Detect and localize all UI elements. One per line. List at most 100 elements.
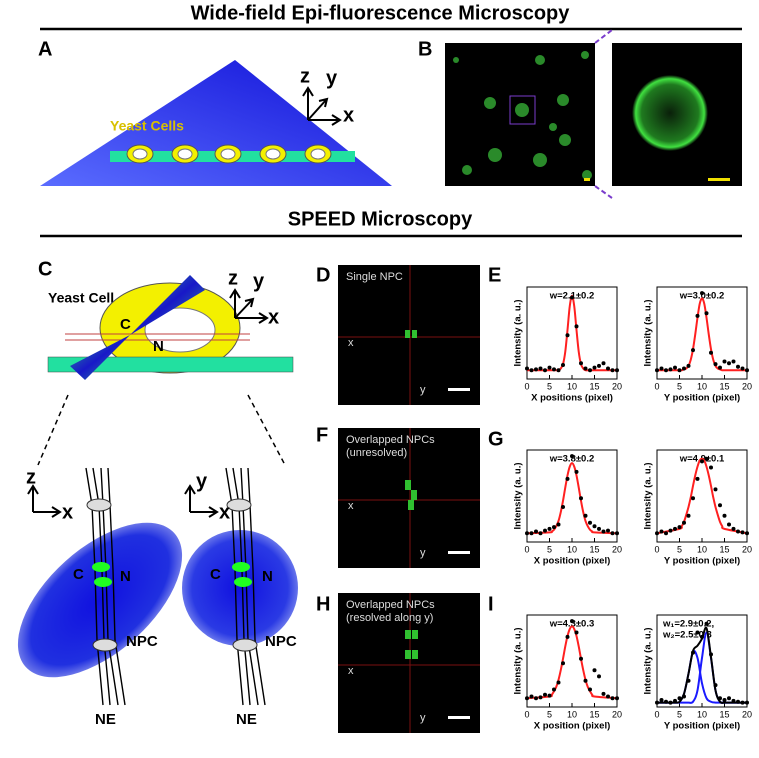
data-point bbox=[556, 522, 561, 527]
x-tick-label: 20 bbox=[612, 709, 622, 719]
x-axis-label: Y position (pixel) bbox=[664, 556, 740, 567]
data-point bbox=[588, 687, 592, 692]
data-point bbox=[709, 465, 713, 470]
x-tick-label: 10 bbox=[697, 709, 707, 719]
image-text: (unresolved) bbox=[346, 447, 407, 459]
x-tick-label: 0 bbox=[654, 381, 659, 391]
x-axis-label: X position (pixel) bbox=[534, 721, 611, 732]
data-point bbox=[552, 525, 556, 530]
x-tick-label: 15 bbox=[589, 381, 599, 391]
npc bbox=[92, 562, 110, 572]
image bbox=[338, 428, 480, 568]
panel-label: G bbox=[488, 428, 504, 450]
x-axis-label: Y position (pixel) bbox=[664, 721, 740, 732]
data-point bbox=[740, 700, 745, 705]
data-point bbox=[691, 650, 695, 655]
label: C bbox=[73, 566, 84, 583]
x-tick-label: 5 bbox=[547, 544, 552, 554]
panel-label: H bbox=[316, 593, 330, 615]
x-tick-label: 5 bbox=[547, 709, 552, 719]
axis-label: y bbox=[196, 470, 208, 492]
data-point bbox=[543, 692, 547, 697]
x-tick-label: 15 bbox=[719, 709, 729, 719]
data-point bbox=[700, 459, 704, 464]
data-point bbox=[727, 522, 731, 527]
x-tick-label: 15 bbox=[719, 544, 729, 554]
zoom-line bbox=[594, 185, 613, 199]
x-tick-label: 0 bbox=[524, 544, 529, 554]
label: NPC bbox=[126, 633, 158, 650]
x-tick-label: 0 bbox=[524, 381, 529, 391]
annotation: w₂=2.5±0.3 bbox=[662, 630, 712, 641]
data-point bbox=[673, 365, 677, 370]
data-point bbox=[543, 368, 547, 373]
data-point bbox=[659, 529, 664, 534]
data-point bbox=[691, 496, 695, 501]
image-text: Overlapped NPCs bbox=[346, 434, 435, 446]
label: NE bbox=[236, 711, 257, 728]
label: Yeast Cell bbox=[48, 290, 114, 306]
data-point bbox=[525, 531, 529, 536]
x-tick-label: 10 bbox=[697, 381, 707, 391]
axis-label: z bbox=[228, 267, 238, 289]
npc bbox=[232, 638, 258, 652]
y-axis-label: Intensity (a. u.) bbox=[643, 627, 654, 694]
beam bbox=[70, 335, 130, 380]
plot-frame bbox=[656, 449, 748, 543]
npc-spot bbox=[408, 500, 414, 510]
annotation: w=3.8±0.2 bbox=[549, 454, 595, 465]
data-point bbox=[601, 691, 606, 696]
x-axis-label: Y position (pixel) bbox=[664, 393, 740, 404]
data-point bbox=[668, 700, 673, 705]
prism bbox=[40, 60, 392, 186]
data-point bbox=[745, 700, 749, 705]
data-point bbox=[664, 699, 668, 704]
data-point bbox=[664, 531, 668, 536]
header: SPEED Microscopy bbox=[288, 208, 473, 230]
data-point bbox=[659, 366, 664, 371]
panel-label: I bbox=[488, 593, 494, 615]
x-tick-label: 20 bbox=[612, 381, 622, 391]
label: C bbox=[120, 316, 131, 333]
data-point bbox=[606, 528, 610, 533]
axis-label: y bbox=[326, 67, 338, 89]
data-point bbox=[583, 513, 588, 518]
data-point bbox=[682, 520, 686, 525]
x-tick-label: 5 bbox=[547, 381, 552, 391]
data-point bbox=[525, 366, 529, 371]
data-point bbox=[655, 700, 659, 705]
image-text: y bbox=[420, 712, 426, 724]
plot-frame bbox=[526, 614, 618, 708]
image-text: Overlapped NPCs bbox=[346, 599, 435, 611]
axes-icon bbox=[229, 288, 269, 324]
scale-bar bbox=[448, 716, 470, 719]
annotation: w=4.3±0.3 bbox=[549, 619, 595, 630]
zoom-line bbox=[37, 394, 69, 466]
data-point bbox=[552, 367, 556, 372]
scale-bar bbox=[448, 388, 470, 391]
header: Wide-field Epi-fluorescence Microscopy bbox=[191, 2, 571, 24]
label: NPC bbox=[265, 633, 297, 650]
x-tick-label: 5 bbox=[677, 709, 682, 719]
data-point bbox=[655, 368, 659, 373]
data-point bbox=[534, 529, 538, 534]
data-point bbox=[556, 680, 561, 685]
data-point bbox=[745, 531, 749, 536]
data-point bbox=[570, 619, 574, 624]
data-point bbox=[552, 687, 556, 692]
data-point bbox=[556, 368, 561, 373]
data-point bbox=[677, 696, 682, 701]
data-point bbox=[740, 366, 745, 371]
data-point bbox=[606, 366, 610, 371]
npc-spot bbox=[405, 630, 411, 639]
data-point bbox=[718, 696, 722, 701]
image-text: x bbox=[348, 665, 354, 677]
axes-icon bbox=[27, 484, 62, 518]
axis-label: z bbox=[300, 65, 310, 87]
x-tick-label: 20 bbox=[612, 544, 622, 554]
data-point bbox=[543, 528, 547, 533]
axis-label: x bbox=[343, 104, 354, 126]
data-point bbox=[583, 678, 588, 683]
scale-bar bbox=[584, 178, 590, 181]
